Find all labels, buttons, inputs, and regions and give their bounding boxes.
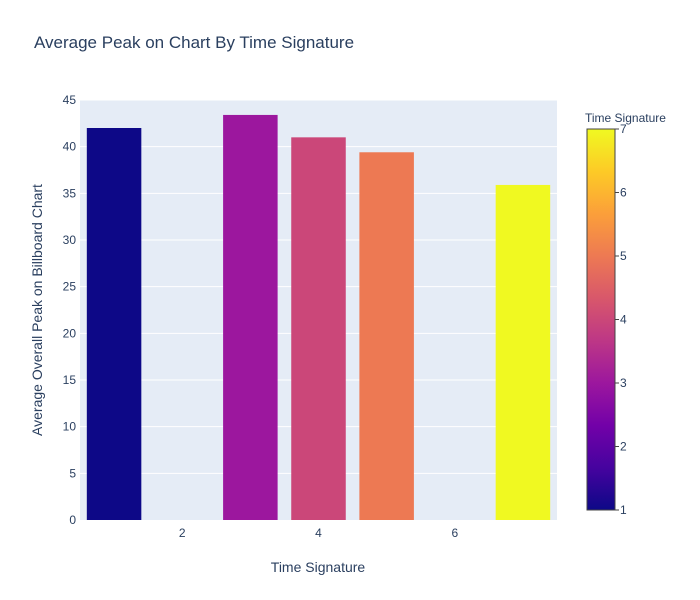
chart-title: Average Peak on Chart By Time Signature — [34, 33, 355, 52]
colorbar-tick-label: 2 — [620, 440, 627, 454]
colorbar-tick-label: 5 — [620, 249, 627, 263]
x-tick-label: 4 — [315, 526, 322, 540]
y-tick-label: 0 — [69, 513, 76, 527]
y-tick-label: 25 — [63, 280, 77, 294]
y-tick-label: 30 — [63, 233, 77, 247]
colorbar-tick-label: 4 — [620, 313, 627, 327]
colorbar-tick-label: 6 — [620, 186, 627, 200]
bar — [86, 128, 142, 520]
y-tick-label: 40 — [63, 140, 77, 154]
bars — [86, 114, 551, 521]
x-tick-labels: 2 4 6 — [179, 526, 459, 540]
bar — [359, 152, 414, 520]
colorbar-tick-label: 1 — [620, 503, 627, 517]
x-axis-title: Time Signature — [271, 559, 366, 575]
y-tick-labels: 0 5 10 15 20 25 30 35 40 45 — [63, 93, 77, 527]
colorbar-tick-label: 7 — [620, 122, 627, 136]
y-tick-label: 35 — [63, 186, 77, 200]
bar — [223, 114, 278, 520]
x-tick-label: 2 — [179, 526, 186, 540]
x-tick-label: 6 — [451, 526, 458, 540]
y-tick-label: 20 — [63, 326, 77, 340]
y-axis-title: Average Overall Peak on Billboard Chart — [29, 184, 45, 436]
colorbar-tick-labels: 1 2 3 4 5 6 7 — [615, 122, 627, 517]
colorbar-tick-label: 3 — [620, 376, 627, 390]
colorbar-title: Time Signature — [585, 111, 666, 125]
colorbar: Time Signature 1 2 3 4 5 6 7 — [585, 111, 666, 517]
y-tick-label: 10 — [63, 420, 77, 434]
y-tick-label: 5 — [69, 466, 76, 480]
bar — [291, 137, 346, 521]
y-tick-label: 45 — [63, 93, 77, 107]
bar — [495, 184, 551, 520]
y-tick-label: 15 — [63, 373, 77, 387]
colorbar-gradient — [586, 128, 616, 511]
